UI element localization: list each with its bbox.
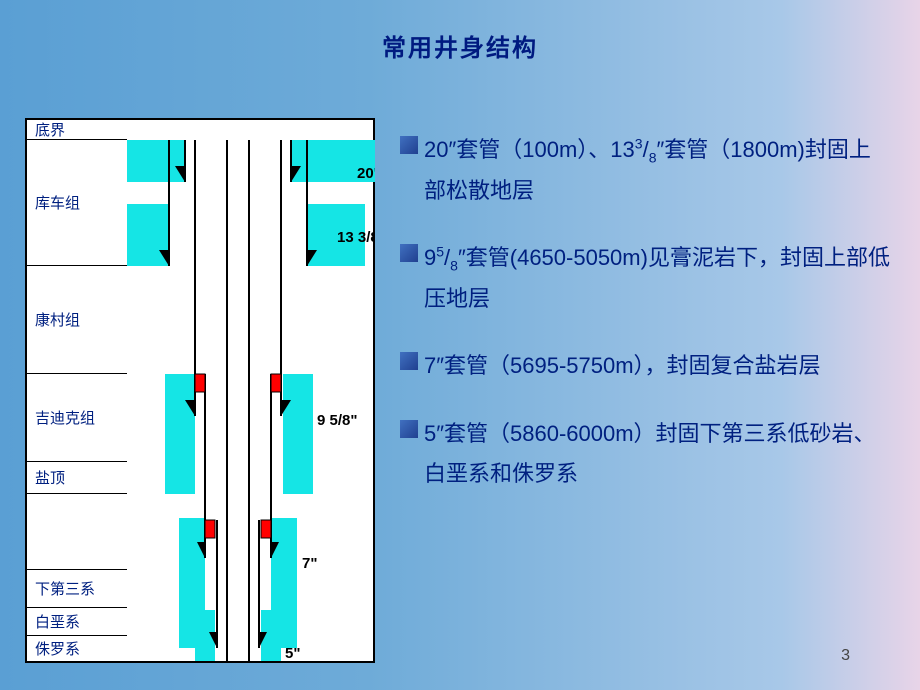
svg-text:20": 20" — [357, 165, 375, 182]
square-bullet-icon — [400, 136, 418, 154]
bullet-item: 20″套管（100m）、133/8″套管（1800m)封固上部松散地层 — [400, 130, 890, 210]
bullet-list: 20″套管（100m）、133/8″套管（1800m)封固上部松散地层 95/8″… — [400, 130, 890, 521]
square-bullet-icon — [400, 420, 418, 438]
svg-text:13 3/8": 13 3/8" — [337, 229, 375, 246]
svg-text:9 5/8": 9 5/8" — [317, 412, 357, 429]
bullet-item: 5″套管（5860-6000m）封固下第三系低砂岩、白垩系和侏罗系 — [400, 414, 890, 493]
layer-row: 白垩系 — [27, 608, 127, 636]
bullet-item: 7″套管（5695-5750m），封固复合盐岩层 — [400, 346, 890, 386]
svg-text:7": 7" — [302, 555, 317, 572]
bullet-text: 7″套管（5695-5750m），封固复合盐岩层 — [424, 346, 821, 386]
layer-row: 底界 — [27, 120, 127, 140]
layer-column: 底界库车组康村组吉迪克组盐顶下第三系白垩系侏罗系 — [27, 120, 127, 661]
layer-row: 下第三系 — [27, 570, 127, 608]
layer-row: 吉迪克组 — [27, 374, 127, 462]
bullet-item: 95/8″套管(4650-5050m)见膏泥岩下，封固上部低压地层 — [400, 238, 890, 318]
casing-svg: 20" 13 3/8" 9 5/8" 7" 5" — [127, 120, 375, 661]
layer-row: 康村组 — [27, 266, 127, 374]
layer-row: 侏罗系 — [27, 636, 127, 662]
well-diagram: 底界库车组康村组吉迪克组盐顶下第三系白垩系侏罗系 20" 13 3/8" 9 5/8… — [25, 118, 375, 663]
square-bullet-icon — [400, 352, 418, 370]
layer-row: 库车组 — [27, 140, 127, 266]
layer-row: 盐顶 — [27, 462, 127, 494]
bullet-text: 95/8″套管(4650-5050m)见膏泥岩下，封固上部低压地层 — [424, 238, 890, 318]
bullet-text: 5″套管（5860-6000m）封固下第三系低砂岩、白垩系和侏罗系 — [424, 414, 890, 493]
page-title: 常用井身结构 — [0, 0, 920, 63]
layer-row — [27, 494, 127, 570]
bullet-text: 20″套管（100m）、133/8″套管（1800m)封固上部松散地层 — [424, 130, 890, 210]
page-number: 3 — [841, 647, 850, 665]
svg-text:5": 5" — [285, 645, 300, 661]
square-bullet-icon — [400, 244, 418, 262]
